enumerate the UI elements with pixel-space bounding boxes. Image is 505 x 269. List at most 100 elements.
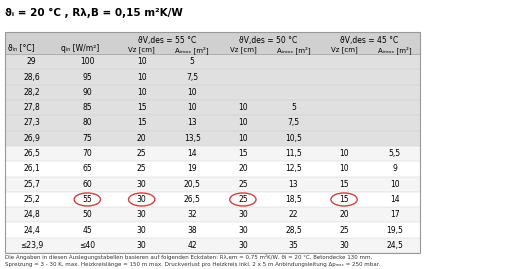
Text: 10: 10 (237, 118, 247, 128)
Text: 28,2: 28,2 (23, 88, 40, 97)
Bar (5, 54, 419, 69)
Text: 25: 25 (237, 180, 247, 189)
Text: 30: 30 (237, 241, 247, 250)
Text: 55: 55 (82, 195, 92, 204)
Bar (5, 207, 419, 222)
Text: 50: 50 (82, 210, 92, 219)
Text: 5: 5 (189, 57, 194, 66)
Bar (5, 32, 419, 54)
Text: 26,5: 26,5 (23, 149, 40, 158)
Text: 10: 10 (389, 180, 399, 189)
Text: Vz [cm]: Vz [cm] (128, 46, 155, 53)
Text: 15: 15 (136, 118, 146, 128)
Text: 15: 15 (338, 195, 348, 204)
Text: Vz [cm]: Vz [cm] (330, 46, 357, 53)
Text: 12,5: 12,5 (284, 164, 301, 173)
Text: 13: 13 (288, 180, 298, 189)
Text: 100: 100 (80, 57, 94, 66)
Bar (5, 192, 419, 207)
Text: 60: 60 (82, 180, 92, 189)
Text: 5: 5 (290, 103, 295, 112)
Text: 25: 25 (338, 226, 348, 235)
Bar (5, 238, 419, 253)
Text: 85: 85 (82, 103, 92, 112)
Text: 45: 45 (82, 226, 92, 235)
Bar (5, 161, 419, 176)
Text: 26,5: 26,5 (183, 195, 200, 204)
Text: 25: 25 (237, 195, 247, 204)
Text: 30: 30 (136, 241, 146, 250)
Text: 28,5: 28,5 (284, 226, 301, 235)
Text: 75: 75 (82, 134, 92, 143)
Text: 10: 10 (237, 103, 247, 112)
Text: qᵢₙ [W/m²]: qᵢₙ [W/m²] (61, 44, 99, 52)
Text: 20: 20 (136, 134, 146, 143)
Text: 24,8: 24,8 (23, 210, 40, 219)
Text: 30: 30 (338, 241, 348, 250)
Text: 30: 30 (237, 226, 247, 235)
Text: ≤23,9: ≤23,9 (20, 241, 43, 250)
Text: 11,5: 11,5 (284, 149, 301, 158)
Text: 24,4: 24,4 (23, 226, 40, 235)
Text: ≤40: ≤40 (79, 241, 95, 250)
Text: ϑV,des = 45 °C: ϑV,des = 45 °C (339, 36, 398, 45)
Text: 22: 22 (288, 210, 297, 219)
Text: 65: 65 (82, 164, 92, 173)
Bar (5, 176, 419, 192)
Text: 27,8: 27,8 (23, 103, 40, 112)
Bar (5, 222, 419, 238)
Text: 20: 20 (237, 164, 247, 173)
Text: ϑV,des = 50 °C: ϑV,des = 50 °C (238, 36, 297, 45)
Bar (5, 146, 419, 161)
Text: 90: 90 (82, 88, 92, 97)
Bar (5, 85, 419, 100)
Bar (5, 100, 419, 115)
Text: 7,5: 7,5 (287, 118, 299, 128)
Text: 26,1: 26,1 (23, 164, 40, 173)
Bar (5, 69, 419, 85)
Text: 9: 9 (391, 164, 396, 173)
Text: 5,5: 5,5 (388, 149, 400, 158)
Text: 38: 38 (187, 226, 197, 235)
Text: 80: 80 (82, 118, 92, 128)
Text: 10: 10 (187, 103, 197, 112)
Text: 30: 30 (136, 195, 146, 204)
Text: 25,7: 25,7 (23, 180, 40, 189)
Text: 14: 14 (187, 149, 197, 158)
Text: 13,5: 13,5 (183, 134, 200, 143)
Text: 15: 15 (136, 103, 146, 112)
Text: 10,5: 10,5 (284, 134, 301, 143)
Text: 30: 30 (136, 226, 146, 235)
Text: 26,9: 26,9 (23, 134, 40, 143)
Text: 18,5: 18,5 (284, 195, 301, 204)
Text: 15: 15 (338, 180, 348, 189)
Text: 25,2: 25,2 (23, 195, 40, 204)
Text: 19,5: 19,5 (385, 226, 402, 235)
Text: 15: 15 (237, 149, 247, 158)
Text: 30: 30 (136, 180, 146, 189)
Text: 14: 14 (389, 195, 399, 204)
Text: 20,5: 20,5 (183, 180, 200, 189)
Text: Aᵢₘₐₓ [m²]: Aᵢₘₐₓ [m²] (377, 46, 411, 54)
Bar (5, 115, 419, 131)
Text: ϑV,des = 55 °C: ϑV,des = 55 °C (137, 36, 196, 45)
Text: 70: 70 (82, 149, 92, 158)
Text: 35: 35 (288, 241, 298, 250)
Text: Aᵢₘₐₓ [m²]: Aᵢₘₐₓ [m²] (276, 46, 310, 54)
Text: 13: 13 (187, 118, 197, 128)
Text: 10: 10 (237, 134, 247, 143)
Text: Aᵢₘₐₓ [m²]: Aᵢₘₐₓ [m²] (175, 46, 209, 54)
Text: 20: 20 (338, 210, 348, 219)
Bar (5, 131, 419, 146)
Text: Vz [cm]: Vz [cm] (229, 46, 256, 53)
Text: 25: 25 (136, 149, 146, 158)
Text: 17: 17 (389, 210, 399, 219)
Text: 10: 10 (338, 164, 348, 173)
Text: 10: 10 (136, 73, 146, 82)
Text: 29: 29 (27, 57, 36, 66)
Text: 28,6: 28,6 (23, 73, 40, 82)
Text: 10: 10 (187, 88, 197, 97)
Text: 25: 25 (136, 164, 146, 173)
Text: 95: 95 (82, 73, 92, 82)
Text: 24,5: 24,5 (385, 241, 402, 250)
